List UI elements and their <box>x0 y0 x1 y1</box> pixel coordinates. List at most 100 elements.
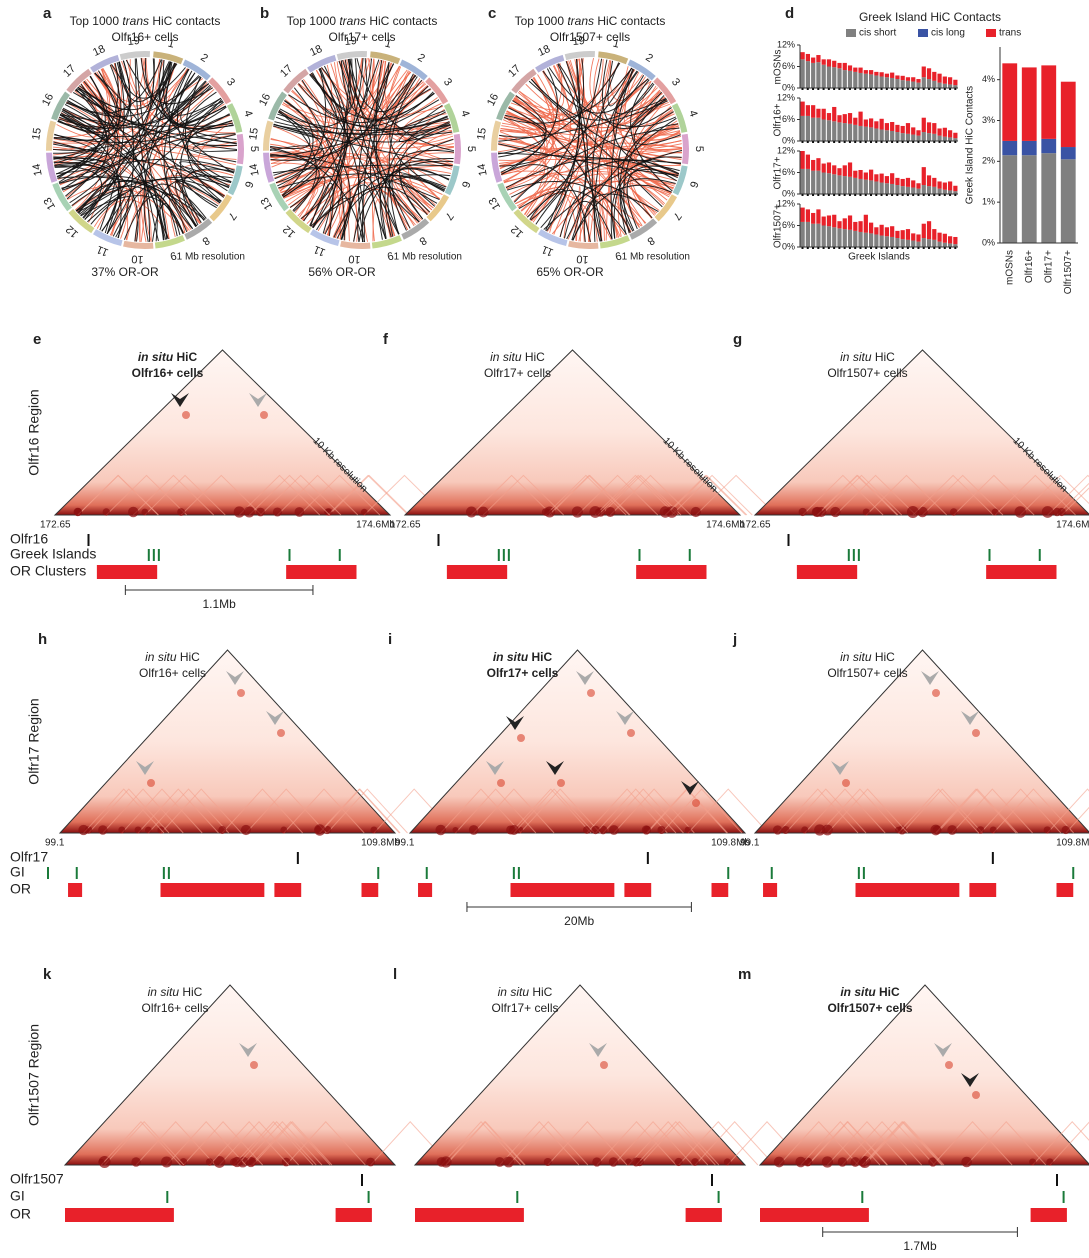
title-part: HiC <box>872 650 896 664</box>
chromosome-label: 7 <box>225 210 238 222</box>
contact-spot <box>930 825 941 836</box>
island-tick <box>933 88 935 90</box>
bar-segment <box>1022 141 1037 155</box>
contact-spot <box>842 779 850 787</box>
island-tick <box>875 88 877 90</box>
y-tick-label: 6% <box>782 61 795 71</box>
panel-letter: b <box>260 5 269 22</box>
chromosome-label: 14 <box>31 163 45 177</box>
coord-start: 99.1 <box>740 838 760 849</box>
island-tick <box>917 194 919 196</box>
bar-segment <box>895 132 899 141</box>
island-tick <box>907 247 909 249</box>
bar-segment <box>858 73 862 88</box>
bar-segment <box>943 183 947 190</box>
island-tick <box>912 141 914 143</box>
contact-spot <box>237 689 245 697</box>
bar-segment <box>858 221 862 232</box>
chromosome-label: 8 <box>645 234 657 247</box>
chromosome-label: 12 <box>509 223 526 240</box>
island-tick <box>865 141 867 143</box>
resolution-label: 1 Mb resolution <box>622 252 690 263</box>
bar-segment <box>837 175 841 194</box>
bar-segment <box>901 126 905 133</box>
island-tick <box>828 194 830 196</box>
panel-title: Top 1000 trans HiC contacts <box>515 14 666 28</box>
island-tick <box>912 194 914 196</box>
contact-spot <box>627 729 635 737</box>
island-tick <box>844 247 846 249</box>
bar-segment <box>922 185 926 194</box>
title-part: Top 1000 <box>70 14 123 28</box>
bar-segment <box>885 236 889 247</box>
island-tick <box>896 88 898 90</box>
island-tick <box>823 194 825 196</box>
bar-segment <box>890 173 894 184</box>
contact-spot <box>917 507 927 517</box>
title-part: HiC <box>177 650 201 664</box>
heatmap-subtitle: Olfr1507+ cells <box>827 1001 912 1015</box>
title-part: HiC <box>179 985 203 999</box>
island-tick <box>928 194 930 196</box>
title-part: Top 1000 <box>515 14 568 28</box>
contact-spot <box>103 508 110 515</box>
chromosome-ring <box>565 54 594 57</box>
legend-label: trans <box>999 28 1021 39</box>
bar-segment <box>848 71 852 88</box>
bar-segment <box>869 118 873 127</box>
island-tick <box>944 141 946 143</box>
contact-spot <box>241 825 251 835</box>
island-tick <box>902 247 904 249</box>
bar-segment <box>901 186 905 194</box>
bar-segment <box>927 68 931 79</box>
island-tick <box>833 88 835 90</box>
island-tick <box>823 247 825 249</box>
scale-bar <box>467 902 691 912</box>
island-tick <box>854 141 856 143</box>
bar-segment <box>832 121 836 141</box>
bar-segment <box>932 187 936 194</box>
or-cluster <box>65 1208 174 1222</box>
or-cluster <box>286 565 356 579</box>
contact-spot <box>591 826 599 834</box>
legend-swatch <box>918 29 928 37</box>
bar-segment <box>837 168 841 175</box>
island-tick <box>828 247 830 249</box>
or-cluster <box>624 883 651 897</box>
island-tick <box>844 88 846 90</box>
island-tick <box>865 88 867 90</box>
chromosome-label: 8 <box>417 234 429 247</box>
contact-spot <box>907 506 919 518</box>
island-tick <box>838 247 840 249</box>
y-tick-label: 0% <box>782 82 795 92</box>
bar-segment <box>885 176 889 183</box>
bar-segment <box>832 61 836 67</box>
chromosome-label: 17 <box>278 63 295 80</box>
contact-spot <box>812 507 822 517</box>
island-tick <box>923 247 925 249</box>
island-tick <box>917 247 919 249</box>
island-tick <box>838 141 840 143</box>
or-cluster <box>511 883 615 897</box>
bar-segment <box>927 79 931 88</box>
bar-segment <box>937 74 941 83</box>
bar-segment <box>890 131 894 141</box>
x-tick-label: Olfr17+ <box>1043 250 1054 283</box>
bar-segment <box>880 119 884 130</box>
bar-segment <box>916 83 920 88</box>
bar-segment <box>932 81 936 88</box>
chromosome-label: 7 <box>670 210 683 222</box>
bar-segment <box>932 178 936 187</box>
contact-spot <box>273 507 282 516</box>
bar-segment <box>916 242 920 247</box>
bar-segment <box>837 221 841 228</box>
heatmap-subtitle: Olfr17+ cells <box>487 666 559 680</box>
contact-spot <box>509 825 519 835</box>
track-label: GI <box>10 864 25 880</box>
bar-segment <box>832 67 836 88</box>
island-tick <box>944 194 946 196</box>
island-tick <box>954 141 956 143</box>
hic-heatmap <box>55 350 390 515</box>
or-cluster <box>97 565 157 579</box>
coord-end: 174.6Mb <box>1056 520 1089 531</box>
